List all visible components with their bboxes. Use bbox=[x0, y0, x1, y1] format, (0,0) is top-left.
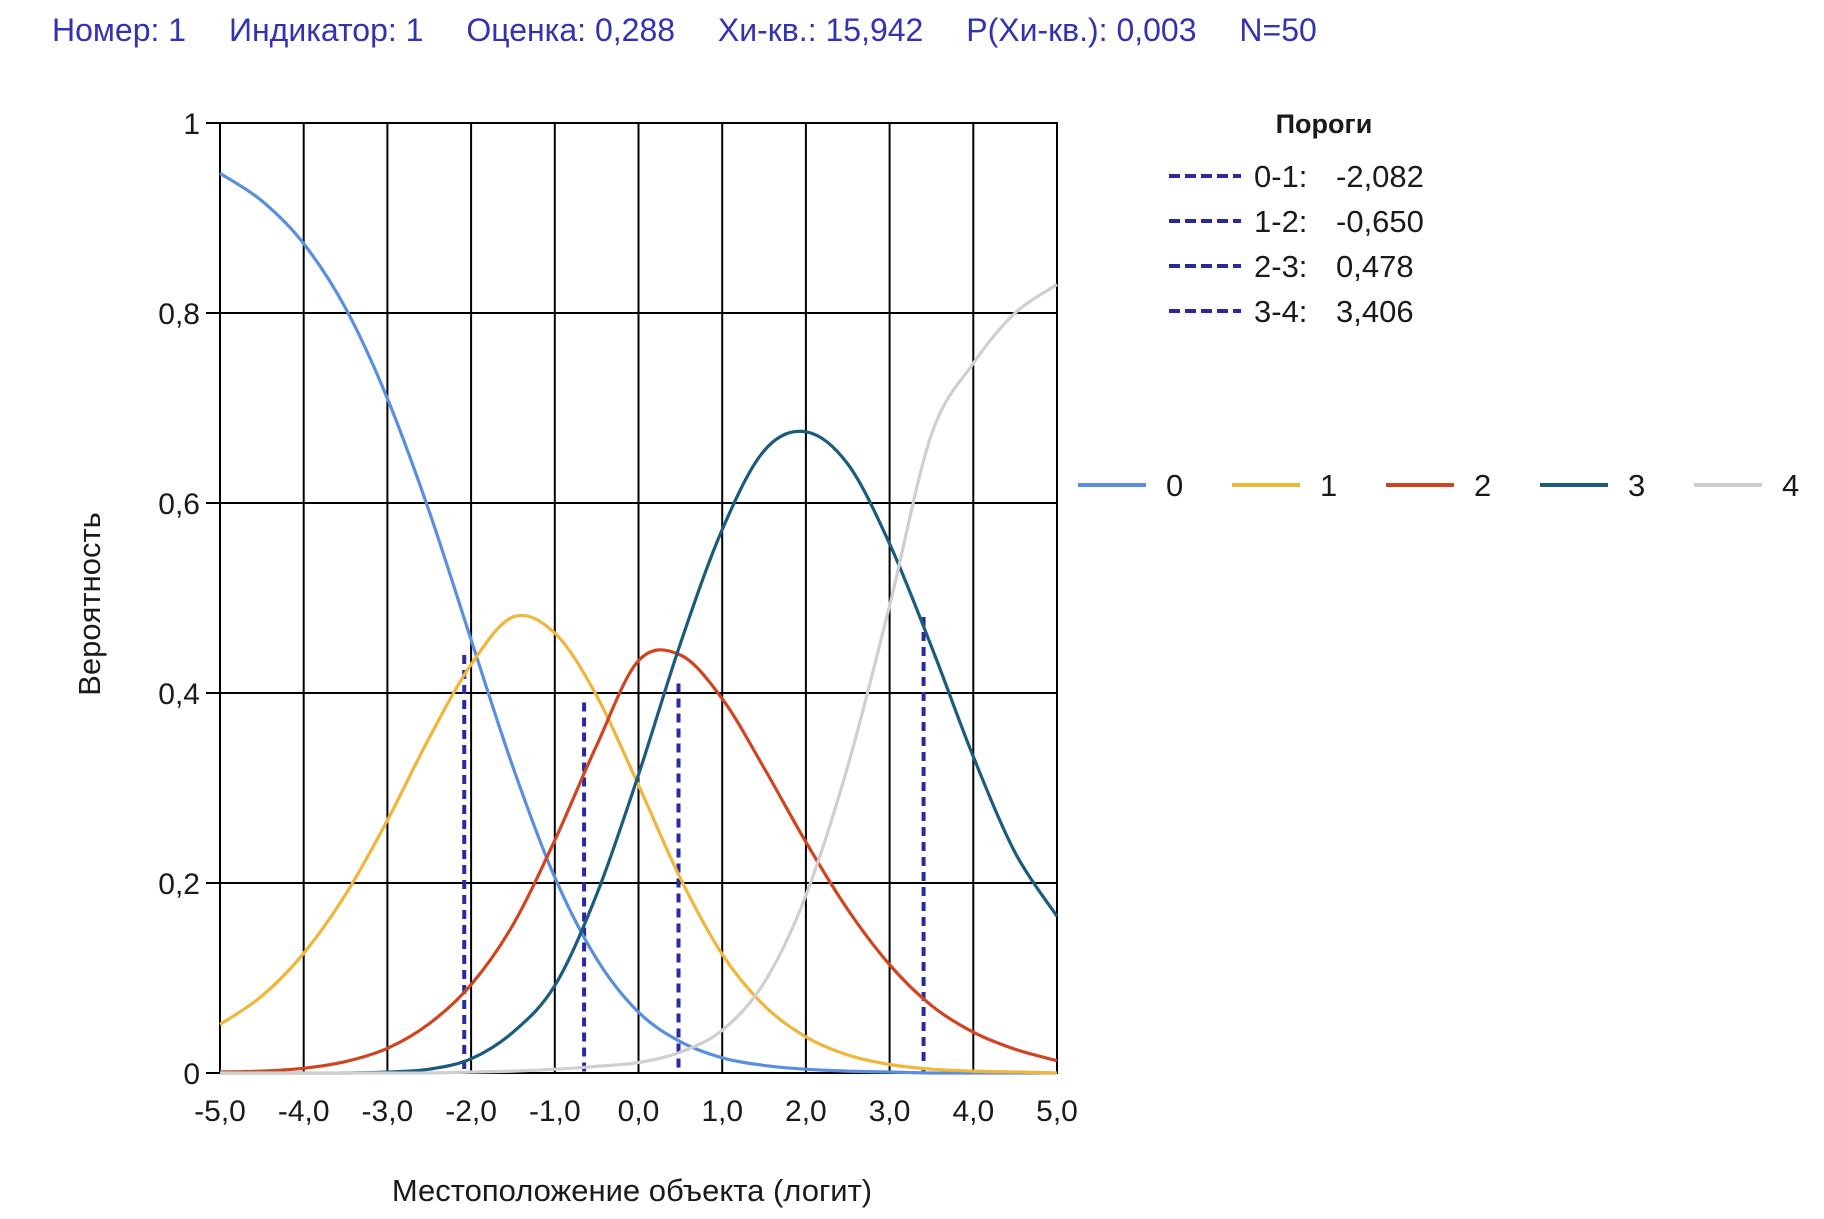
grid bbox=[206, 122, 1058, 1074]
threshold-legend-label: 3-4: bbox=[1254, 294, 1307, 329]
x-tick-label: -3,0 bbox=[362, 1095, 414, 1128]
series-line-2 bbox=[219, 648, 1058, 1074]
y-tick-label: 0 bbox=[183, 1058, 200, 1091]
legend-label-4: 4 bbox=[1782, 468, 1799, 503]
x-tick-label: -4,0 bbox=[278, 1095, 330, 1128]
chi-square-probability: P(Хи-кв.): 0,003 bbox=[966, 12, 1197, 48]
probability-curves bbox=[219, 172, 1059, 1075]
sample-size: N=50 bbox=[1239, 12, 1317, 48]
y-tick-label: 0,6 bbox=[158, 488, 200, 521]
threshold-legend-label: 1-2: bbox=[1254, 204, 1307, 239]
x-tick-label: 3,0 bbox=[869, 1095, 911, 1128]
x-tick-label: -1,0 bbox=[529, 1095, 581, 1128]
series-legend: 0 1 2 3 4 bbox=[1078, 468, 1799, 503]
threshold-legend: Пороги 0-1: -2,082 1-2: -0,650 2-3: 0,478 3-4:… bbox=[1169, 109, 1424, 329]
x-tick-label: 1,0 bbox=[701, 1095, 743, 1128]
legend-label-2: 2 bbox=[1474, 468, 1491, 503]
x-tick-label: 4,0 bbox=[952, 1095, 994, 1128]
y-tick-label: 0,4 bbox=[158, 678, 200, 711]
indicator-value: Индикатор: 1 bbox=[228, 12, 424, 48]
threshold-legend-label: 0-1: bbox=[1254, 159, 1307, 194]
series-line-0 bbox=[219, 172, 1057, 1075]
plot-border bbox=[219, 122, 1058, 1074]
threshold-legend-value: 3,406 bbox=[1336, 294, 1414, 329]
y-tick-label: 1 bbox=[183, 108, 200, 141]
legend-label-3: 3 bbox=[1628, 468, 1645, 503]
axes: -5,0 -4,0 -3,0 -2,0 -1,0 0,0 1,0 2,0 3,0 4,0 5,0 0 0… bbox=[158, 108, 1078, 1128]
threshold-legend-label: 2-3: bbox=[1254, 249, 1307, 284]
item-number: Номер: 1 bbox=[52, 12, 187, 48]
threshold-lines bbox=[462, 617, 926, 1073]
statistics-header: Номер: 1 Индикатор: 1 Оценка: 0,288 Хи-к… bbox=[52, 8, 1351, 52]
threshold-legend-value: -0,650 bbox=[1336, 204, 1424, 239]
x-tick-label: 2,0 bbox=[785, 1095, 827, 1128]
series-line-1 bbox=[219, 613, 1058, 1075]
x-tick-label: -2,0 bbox=[445, 1095, 497, 1128]
x-axis-title: Местоположение объекта (логит) bbox=[392, 1173, 872, 1208]
threshold-legend-value: -2,082 bbox=[1336, 159, 1424, 194]
threshold-legend-title: Пороги bbox=[1276, 109, 1373, 139]
y-tick-label: 0,8 bbox=[158, 298, 200, 331]
y-tick-label: 0,2 bbox=[158, 868, 200, 901]
chi-square-value: Хи-кв.: 15,942 bbox=[717, 12, 924, 48]
legend-label-0: 0 bbox=[1166, 468, 1183, 503]
threshold-legend-value: 0,478 bbox=[1336, 249, 1414, 284]
x-tick-label: 0,0 bbox=[618, 1095, 660, 1128]
estimate-value: Оценка: 0,288 bbox=[466, 12, 676, 48]
x-tick-label: -5,0 bbox=[194, 1095, 246, 1128]
x-tick-label: 5,0 bbox=[1036, 1095, 1078, 1128]
y-axis-title: Вероятность bbox=[72, 512, 107, 696]
series-line-4 bbox=[219, 283, 1058, 1075]
legend-label-1: 1 bbox=[1320, 468, 1337, 503]
